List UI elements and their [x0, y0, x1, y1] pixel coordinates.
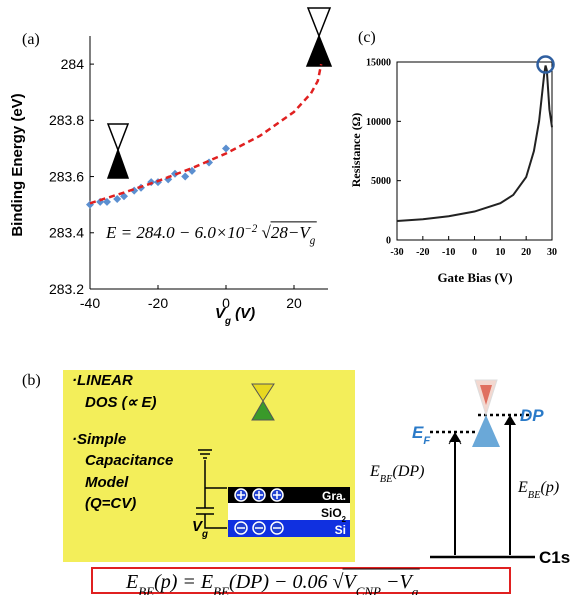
data-point — [222, 144, 230, 153]
fit-equation: E = 284.0 − 6.0×10−2 √28−Vg — [105, 223, 316, 247]
main-equation: EBE(p) = EBE(DP) − 0.06 √VCNP −Vg — [125, 571, 419, 595]
energy-label-part: (DP) — [392, 463, 424, 480]
peak-marker — [536, 55, 555, 74]
main-equation-part: −V — [381, 571, 414, 593]
energy-label: EBE(DP) — [369, 463, 424, 485]
energy-label-part: BE — [528, 490, 541, 501]
x-axis-label-part: (V) — [231, 305, 255, 322]
cone-icon — [251, 383, 275, 421]
panel-label: (a) — [22, 31, 40, 48]
main-equation-part: BE — [213, 584, 229, 595]
y-tick-label: 5000 — [371, 176, 391, 187]
layer-label: Gra. — [322, 489, 346, 503]
oxide-layer — [228, 503, 350, 520]
y-tick-label: 283.4 — [49, 225, 84, 241]
x-axis-label-part: g — [224, 316, 231, 327]
layer-label: Si — [335, 523, 346, 537]
fit-equation-part: g — [310, 235, 316, 247]
x-tick-label: 20 — [286, 295, 302, 311]
x-tick-label: -20 — [416, 247, 429, 258]
model-text: DOS (∝ E) — [85, 394, 157, 411]
layer-label-part: 2 — [342, 515, 347, 524]
gate-label-part: V — [192, 518, 204, 535]
model-text: (Q=CV) — [85, 495, 136, 512]
fit-line — [89, 63, 323, 205]
layer-label-part: SiO — [321, 506, 342, 520]
y-axis-label: Binding Energy (eV) — [9, 93, 26, 236]
main-equation-part: g — [412, 584, 419, 595]
circuit — [196, 449, 227, 529]
data-line — [396, 65, 553, 223]
layer-label: SiO2 — [321, 506, 347, 524]
x-tick-label: 20 — [521, 247, 531, 258]
energy-label-part: E — [369, 463, 380, 480]
plot-frame — [396, 61, 553, 241]
main-equation-part: CNP — [356, 584, 381, 595]
gate-label: Vg — [192, 518, 208, 540]
main-equation-part: (DP) − 0.06 √ — [229, 571, 343, 593]
main-equation-part: E — [125, 571, 138, 593]
x-tick-label: 30 — [547, 247, 557, 258]
y-axis-label: Resistance (Ω) — [349, 113, 363, 188]
panel-label: (c) — [358, 29, 376, 46]
model-text: Model — [85, 474, 129, 491]
x-tick-label: 0 — [472, 247, 477, 258]
y-tick-label: 284 — [61, 56, 85, 72]
main-equation-part: BE — [138, 584, 154, 595]
fit-equation-part: E = 284.0 − 6.0×10 — [105, 223, 245, 242]
fermi-label-part: E — [412, 423, 424, 442]
data-point — [113, 195, 122, 204]
energy-label: EBE(p) — [517, 479, 559, 501]
model-text: ·Simple — [72, 431, 126, 448]
fit-equation-part: √ — [257, 223, 271, 242]
charge-icons — [234, 488, 284, 535]
fit-equation-part: −2 — [244, 223, 257, 235]
fermi-label-part: F — [423, 435, 430, 447]
model-text: ·LINEAR — [72, 372, 133, 389]
y-tick-label: 10000 — [366, 117, 391, 128]
y-tick-label: 283.6 — [49, 168, 84, 184]
energy-label-part: BE — [380, 474, 393, 485]
core-level-label: C1s — [539, 548, 570, 567]
x-tick-label: -40 — [80, 295, 100, 311]
main-equation-part: V — [344, 571, 359, 593]
y-tick-label: 283.8 — [49, 112, 84, 128]
cone-icon — [106, 123, 130, 179]
panel-label: (b) — [22, 372, 41, 389]
layer-label-part: Si — [335, 523, 346, 537]
cone-icon — [305, 7, 333, 67]
x-axis-label: Vg (V) — [215, 305, 255, 327]
model-text: Capacitance — [85, 452, 173, 469]
x-tick-label: -30 — [390, 247, 403, 258]
x-axis-label: Gate Bias (V) — [437, 270, 512, 285]
gate-label-part: g — [201, 529, 208, 540]
x-tick-label: 0 — [222, 295, 230, 311]
y-tick-label: 15000 — [366, 58, 391, 69]
energy-label-part: E — [517, 479, 528, 496]
main-equation-part: (p) = E — [154, 571, 213, 593]
x-axis-label-part: V — [215, 305, 227, 322]
data-point — [181, 172, 190, 181]
x-tick-label: -10 — [442, 247, 455, 258]
fit-equation-part: 28−V — [271, 223, 312, 242]
x-tick-label: -20 — [148, 295, 168, 311]
y-tick-label: 0 — [386, 236, 391, 247]
dirac-label: DP — [520, 406, 544, 425]
fermi-label: EF — [412, 423, 430, 447]
y-tick-label: 283.2 — [49, 281, 84, 297]
equation-box — [91, 567, 511, 594]
layer-label-part: Gra. — [322, 489, 346, 503]
band-diagram — [430, 379, 535, 559]
x-tick-label: 10 — [495, 247, 505, 258]
energy-label-part: (p) — [540, 479, 559, 496]
